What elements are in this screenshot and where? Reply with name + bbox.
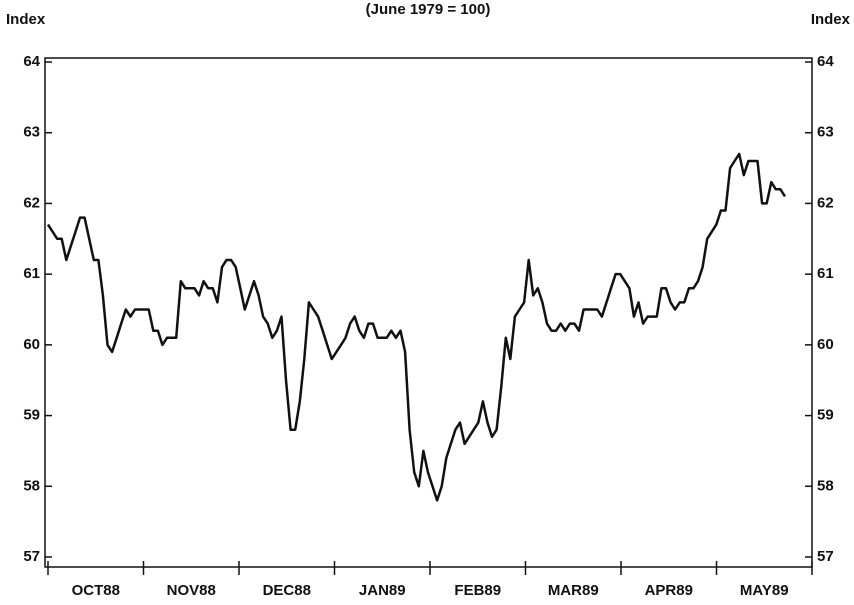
y-tick-label: 62 <box>23 194 40 211</box>
y2-tick-label: 58 <box>817 477 834 494</box>
y2-tick-label: 60 <box>817 336 834 353</box>
y-tick-label: 59 <box>23 407 40 424</box>
x-tick-label: MAY89 <box>740 582 789 599</box>
x-tick-label: JAN89 <box>359 582 406 599</box>
y-tick-label: 61 <box>23 265 40 282</box>
y-tick-label: 60 <box>23 336 40 353</box>
x-tick-label: APR89 <box>645 582 693 599</box>
y-tick-label: 64 <box>23 53 40 70</box>
y2-tick-label: 61 <box>817 265 834 282</box>
y2-tick-label: 62 <box>817 194 834 211</box>
y-axis-label: Index <box>6 11 46 28</box>
y2-tick-label: 64 <box>817 53 834 70</box>
x-tick-label: MAR89 <box>548 582 599 599</box>
y-tick-label: 57 <box>23 548 40 565</box>
x-tick-label: NOV88 <box>167 582 216 599</box>
chart-subtitle: (June 1979 = 100) <box>366 1 491 18</box>
x-tick-label: DEC88 <box>263 582 311 599</box>
y2-tick-label: 63 <box>817 124 834 141</box>
y-tick-label: 58 <box>23 477 40 494</box>
x-tick-label: OCT88 <box>72 582 120 599</box>
y2-tick-label: 57 <box>817 548 834 565</box>
y-tick-label: 63 <box>23 124 40 141</box>
x-tick-label: FEB89 <box>454 582 501 599</box>
y2-tick-label: 59 <box>817 407 834 424</box>
plot-frame <box>44 57 813 568</box>
line-series <box>46 152 787 502</box>
y2-axis-label: Index <box>811 11 851 28</box>
